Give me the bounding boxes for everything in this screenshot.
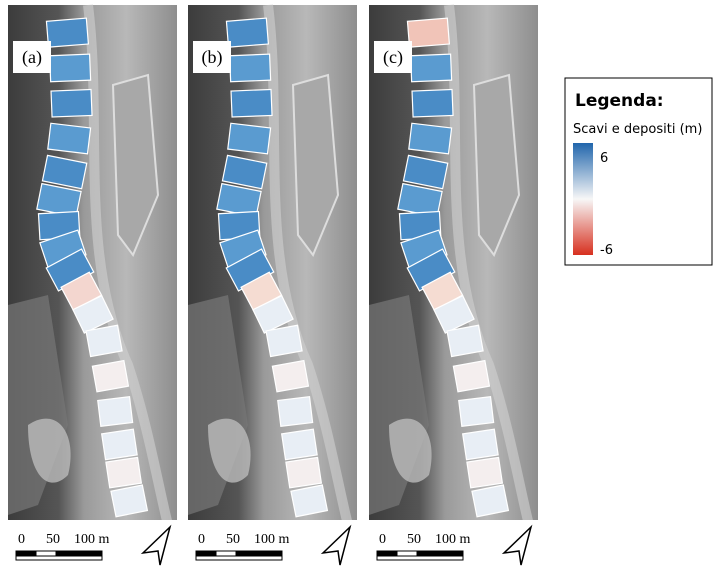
river-segment xyxy=(226,18,268,47)
river-segment xyxy=(102,429,138,459)
river-segment xyxy=(228,123,271,154)
scale-bar xyxy=(36,551,56,556)
river-segment xyxy=(266,325,302,356)
map-panel: (b) 0 50 100 m xyxy=(188,5,357,568)
panel-label: (b) xyxy=(202,47,223,68)
river-segment xyxy=(409,123,452,154)
legend-title: Legenda: xyxy=(575,91,664,111)
color-bar xyxy=(573,143,593,255)
river-segment xyxy=(447,325,483,356)
panel-label: (a) xyxy=(22,47,42,68)
scale-label: 50 xyxy=(407,532,421,547)
panel-label: (c) xyxy=(383,47,403,68)
scale-label: 0 xyxy=(18,532,25,547)
scale-bar xyxy=(397,551,417,556)
scale-bar xyxy=(377,556,463,560)
river-segment xyxy=(272,361,308,392)
river-segment xyxy=(92,361,128,392)
scale-bar xyxy=(216,551,236,556)
scale-bar xyxy=(56,551,102,556)
scale-bar xyxy=(16,551,36,556)
scale-bar xyxy=(236,551,282,556)
river-segment xyxy=(278,397,313,427)
scale-label: 50 xyxy=(226,532,240,547)
river-segment xyxy=(453,361,489,392)
scale-label: 0 xyxy=(198,532,205,547)
river-segment xyxy=(411,54,452,82)
scale-bar xyxy=(377,551,397,556)
river-segment xyxy=(407,18,449,47)
scale-label: 50 xyxy=(46,532,60,547)
river-segment xyxy=(106,457,142,487)
scale-bar xyxy=(196,551,216,556)
river-segment xyxy=(98,397,133,427)
river-segment xyxy=(111,485,147,517)
river-segment xyxy=(86,325,122,356)
river-segment xyxy=(51,89,92,117)
river-segment xyxy=(286,457,322,487)
scale-label: 0 xyxy=(379,532,386,547)
map-panel: (a) 0 50 100 m xyxy=(8,5,177,568)
river-segment xyxy=(463,429,499,459)
scale-label: 100 m xyxy=(435,532,471,547)
river-segment xyxy=(459,397,494,427)
river-segment xyxy=(472,485,508,517)
river-segment xyxy=(230,54,271,82)
river-segment xyxy=(231,89,272,117)
legend-min: -6 xyxy=(600,243,613,258)
figure: Legenda: Scavi e depositi (m) 6 -6 (a) 0 5… xyxy=(0,0,716,571)
scale-bar xyxy=(196,556,282,560)
scale-bar xyxy=(417,551,463,556)
legend-max: 6 xyxy=(600,151,608,166)
river-segment xyxy=(46,18,88,47)
river-segment xyxy=(467,457,503,487)
legend: Legenda: Scavi e depositi (m) 6 -6 xyxy=(565,78,712,265)
scale-bar xyxy=(16,556,102,560)
river-segment xyxy=(48,123,91,154)
scale-label: 100 m xyxy=(254,532,290,547)
river-segment xyxy=(282,429,318,459)
map-panel: (c) 0 50 100 m xyxy=(369,5,538,568)
river-segment xyxy=(50,54,91,82)
scale-label: 100 m xyxy=(74,532,110,547)
river-segment xyxy=(412,89,453,117)
river-segment xyxy=(291,485,327,517)
legend-subtitle: Scavi e depositi (m) xyxy=(573,122,702,137)
